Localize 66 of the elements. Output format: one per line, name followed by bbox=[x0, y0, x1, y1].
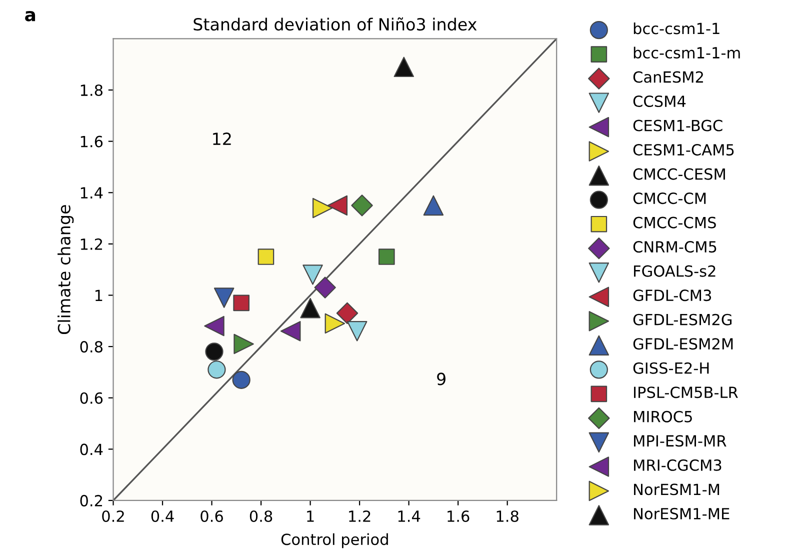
legend-label: CESM1-BGC bbox=[633, 120, 722, 132]
point bbox=[327, 195, 348, 216]
annotation: 12 bbox=[213, 132, 231, 145]
point bbox=[314, 276, 336, 298]
x-axis-title: Control period bbox=[281, 533, 388, 548]
legend-label: GFDL-ESM2G bbox=[633, 314, 732, 326]
legend-label: CMCC-CM bbox=[633, 192, 706, 204]
x-tick-label: 1.2 bbox=[349, 510, 370, 522]
legend-label: GFDL-CM3 bbox=[633, 290, 712, 302]
legend-label: MIROC5 bbox=[634, 410, 692, 422]
text: a bbox=[25, 11, 36, 22]
point bbox=[394, 56, 414, 78]
point bbox=[423, 195, 444, 216]
y-tick-label: 1.4 bbox=[80, 187, 103, 198]
legend-label: GISS-E2-H bbox=[633, 362, 709, 374]
y-axis-title: Climate change bbox=[58, 205, 74, 334]
point bbox=[336, 302, 358, 324]
legend-label: bcc-csm1-1 bbox=[634, 22, 720, 34]
legend-label: CMCC-CESM bbox=[633, 168, 725, 180]
y-tick-label: 1.2 bbox=[80, 238, 102, 250]
legend-label: FGOALS-s2 bbox=[634, 265, 716, 277]
legend-label: MRI-CGCM3 bbox=[634, 459, 722, 471]
x-tick-label: 1.6 bbox=[448, 510, 470, 522]
chart-title: Standard deviation of Niño3 index bbox=[194, 17, 477, 31]
y-tick-label: 0.6 bbox=[80, 392, 103, 404]
legend-label: CESM1-CAM5 bbox=[633, 144, 734, 156]
point bbox=[378, 248, 395, 265]
point bbox=[232, 370, 250, 389]
annotation: 9 bbox=[437, 372, 446, 386]
y-tick-label: 1 bbox=[95, 290, 102, 302]
x-tick-label: 0.4 bbox=[151, 510, 174, 522]
point bbox=[258, 248, 274, 265]
legend-label: MPI-ESM-MR bbox=[634, 435, 726, 447]
legend-label: CanESM2 bbox=[633, 71, 703, 83]
point bbox=[346, 321, 368, 342]
point bbox=[324, 313, 346, 334]
point bbox=[234, 334, 254, 354]
legend-label: bcc-csm1-1-m bbox=[634, 46, 740, 59]
point bbox=[208, 360, 226, 379]
legend-label: CMCC-CMS bbox=[633, 216, 716, 228]
point bbox=[351, 194, 373, 216]
x-tick-label: 0.6 bbox=[200, 510, 223, 522]
point bbox=[233, 294, 250, 312]
legend-label: CCSM4 bbox=[633, 95, 686, 108]
y-tick-label: 1.8 bbox=[80, 84, 102, 96]
point bbox=[302, 264, 323, 285]
y-tick-label: 0.2 bbox=[80, 494, 102, 506]
legend-label: NorESM1-ME bbox=[634, 508, 730, 520]
x-tick-label: 1.8 bbox=[496, 510, 518, 522]
y-tick-label: 0.8 bbox=[80, 341, 102, 353]
point bbox=[312, 198, 333, 218]
legend-label: IPSL-CM5B-LR bbox=[634, 386, 738, 398]
y-tick-label: 0.4 bbox=[80, 444, 103, 456]
x-tick-label: 0.8 bbox=[250, 510, 272, 522]
x-tick-label: 0.2 bbox=[102, 510, 124, 522]
point bbox=[300, 298, 320, 318]
point bbox=[204, 316, 224, 336]
x-tick-label: 1 bbox=[307, 510, 314, 522]
legend-label: GFDL-ESM2M bbox=[633, 338, 733, 350]
point bbox=[205, 342, 224, 361]
y-tick-label: 1.6 bbox=[80, 136, 103, 148]
legend-label: NorESM1-M bbox=[634, 484, 720, 496]
point bbox=[280, 321, 301, 342]
x-tick-label: 1.4 bbox=[398, 510, 420, 522]
point bbox=[214, 288, 234, 308]
legend-label: CNRM-CM5 bbox=[633, 241, 716, 253]
